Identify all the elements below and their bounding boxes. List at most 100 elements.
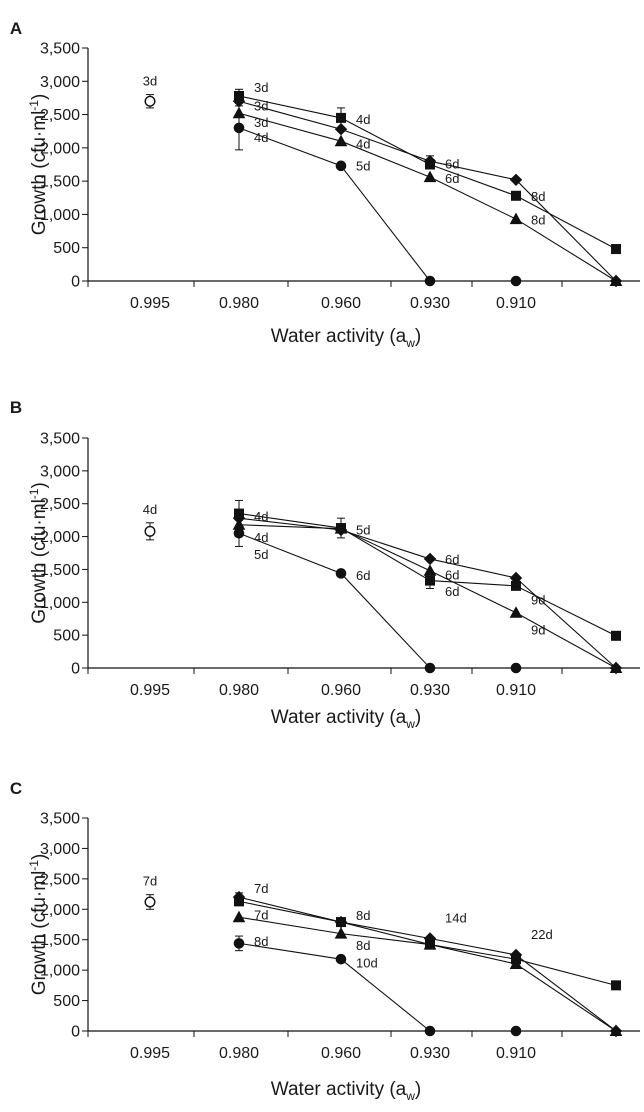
y-tick-label: 500	[53, 240, 80, 257]
day-label: 6d	[445, 584, 459, 599]
y-tick-label: 3,500	[40, 41, 80, 58]
marker-square	[611, 630, 621, 641]
x-tick-label: 0.995	[130, 682, 170, 699]
day-label: 6d	[445, 157, 459, 172]
day-label: 4d	[356, 137, 370, 152]
marker-triangle	[232, 106, 246, 119]
panel-letter: A	[10, 19, 22, 38]
y-tick-label: 1,500	[40, 562, 80, 579]
series-line-diamond	[238, 517, 617, 669]
y-tick-label: 2,500	[40, 107, 80, 124]
marker-square	[511, 190, 521, 201]
x-tick-label: 0.960	[321, 295, 361, 312]
marker-square	[611, 980, 621, 991]
marker-circle	[510, 275, 522, 287]
x-tick-label: 0.980	[219, 682, 259, 699]
day-label: 5d	[356, 158, 370, 173]
day-label: 22d	[531, 927, 553, 942]
x-tick-label: 0.910	[496, 295, 536, 312]
marker-triangle	[334, 927, 348, 939]
x-axis-title: Water activity (aw)	[271, 707, 422, 731]
day-label: 4d	[143, 502, 157, 517]
day-label: 8d	[356, 938, 370, 953]
x-tick-label: 0.910	[496, 682, 536, 699]
day-label: 5d	[254, 547, 268, 562]
marker-diamond	[232, 890, 246, 904]
day-label: 8d	[254, 934, 268, 949]
x-tick-label: 0.995	[130, 1045, 170, 1062]
y-tick-label: 3,500	[40, 811, 80, 828]
y-tick-label: 0	[71, 274, 80, 291]
day-label: 4d	[254, 530, 268, 545]
y-tick-label: 2,000	[40, 140, 80, 157]
marker-triangle	[509, 212, 523, 225]
y-tick-label: 0	[71, 1024, 80, 1041]
chart-panel-b: B 0 500 1,000 1,500 2,000 2,500 3,000 3,500 0.995…	[10, 398, 640, 731]
y-tick-label: 2,500	[40, 496, 80, 513]
panel-letter: C	[10, 779, 22, 798]
x-tick-label: 0.995	[130, 295, 170, 312]
series-line-triangle	[238, 112, 617, 282]
day-label: 6d	[445, 567, 459, 582]
series-line-circle	[238, 532, 516, 669]
y-tick-label: 3,000	[40, 841, 80, 858]
marker-triangle	[334, 134, 348, 147]
marker-square	[611, 244, 621, 255]
marker-triangle	[609, 1024, 623, 1036]
day-label: 8d	[531, 189, 545, 204]
day-label: 8d	[356, 908, 370, 923]
day-label: 4d	[254, 130, 268, 145]
marker-diamond	[509, 173, 523, 187]
day-label: 10d	[356, 955, 378, 970]
y-tick-label: 1,000	[40, 963, 80, 980]
day-label: 3d	[254, 99, 268, 114]
marker-triangle	[423, 564, 437, 576]
day-label: 7d	[254, 881, 268, 896]
marker-circle	[335, 953, 347, 965]
x-axis-title: Water activity (aw)	[271, 326, 422, 350]
y-tick-label: 1,000	[40, 595, 80, 612]
marker-diamond	[423, 154, 437, 168]
panel-letter: B	[10, 398, 22, 417]
x-tick-label: 0.910	[496, 1045, 536, 1062]
x-tick-label: 0.930	[410, 682, 450, 699]
marker-triangle	[509, 957, 523, 970]
marker-triangle	[423, 170, 437, 183]
marker-diamond	[509, 571, 523, 585]
y-tick-label: 2,500	[40, 871, 80, 888]
x-tick-label: 0.930	[410, 1045, 450, 1062]
y-tick-label: 500	[53, 993, 80, 1010]
series-line-triangle	[238, 916, 617, 1032]
marker-circle	[335, 160, 347, 172]
y-tick-label: 3,000	[40, 74, 80, 91]
marker-open-circle	[144, 95, 156, 107]
y-tick-label: 3,000	[40, 463, 80, 480]
day-label: 3d	[143, 74, 157, 89]
marker-triangle	[509, 606, 523, 618]
marker-triangle	[423, 938, 437, 950]
y-tick-label: 2,000	[40, 902, 80, 919]
marker-open-circle	[144, 525, 156, 537]
marker-square	[336, 112, 346, 123]
y-tick-label: 1,500	[40, 932, 80, 949]
marker-circle	[424, 662, 436, 674]
day-label: 3d	[254, 115, 268, 130]
marker-square	[425, 575, 435, 586]
series-line-diamond	[238, 896, 617, 1032]
marker-circle	[424, 275, 436, 287]
marker-triangle	[232, 910, 246, 923]
marker-open-circle	[144, 896, 156, 908]
marker-circle	[233, 527, 245, 539]
x-tick-label: 0.930	[410, 295, 450, 312]
day-label: 4d	[254, 509, 268, 524]
x-tick-label: 0.960	[321, 1045, 361, 1062]
marker-triangle	[609, 661, 623, 673]
day-label: 14d	[445, 910, 467, 925]
day-label: 3d	[254, 80, 268, 95]
day-label: 4d	[356, 112, 370, 127]
day-label: 9d	[531, 623, 545, 638]
marker-circle	[510, 662, 522, 674]
series-line-circle	[238, 127, 516, 282]
chart-panel-c: C 0 500 1,000 1,500 2,000 2,500 3,000 3,500 0.995…	[10, 779, 640, 1103]
day-label: 9d	[531, 592, 545, 607]
